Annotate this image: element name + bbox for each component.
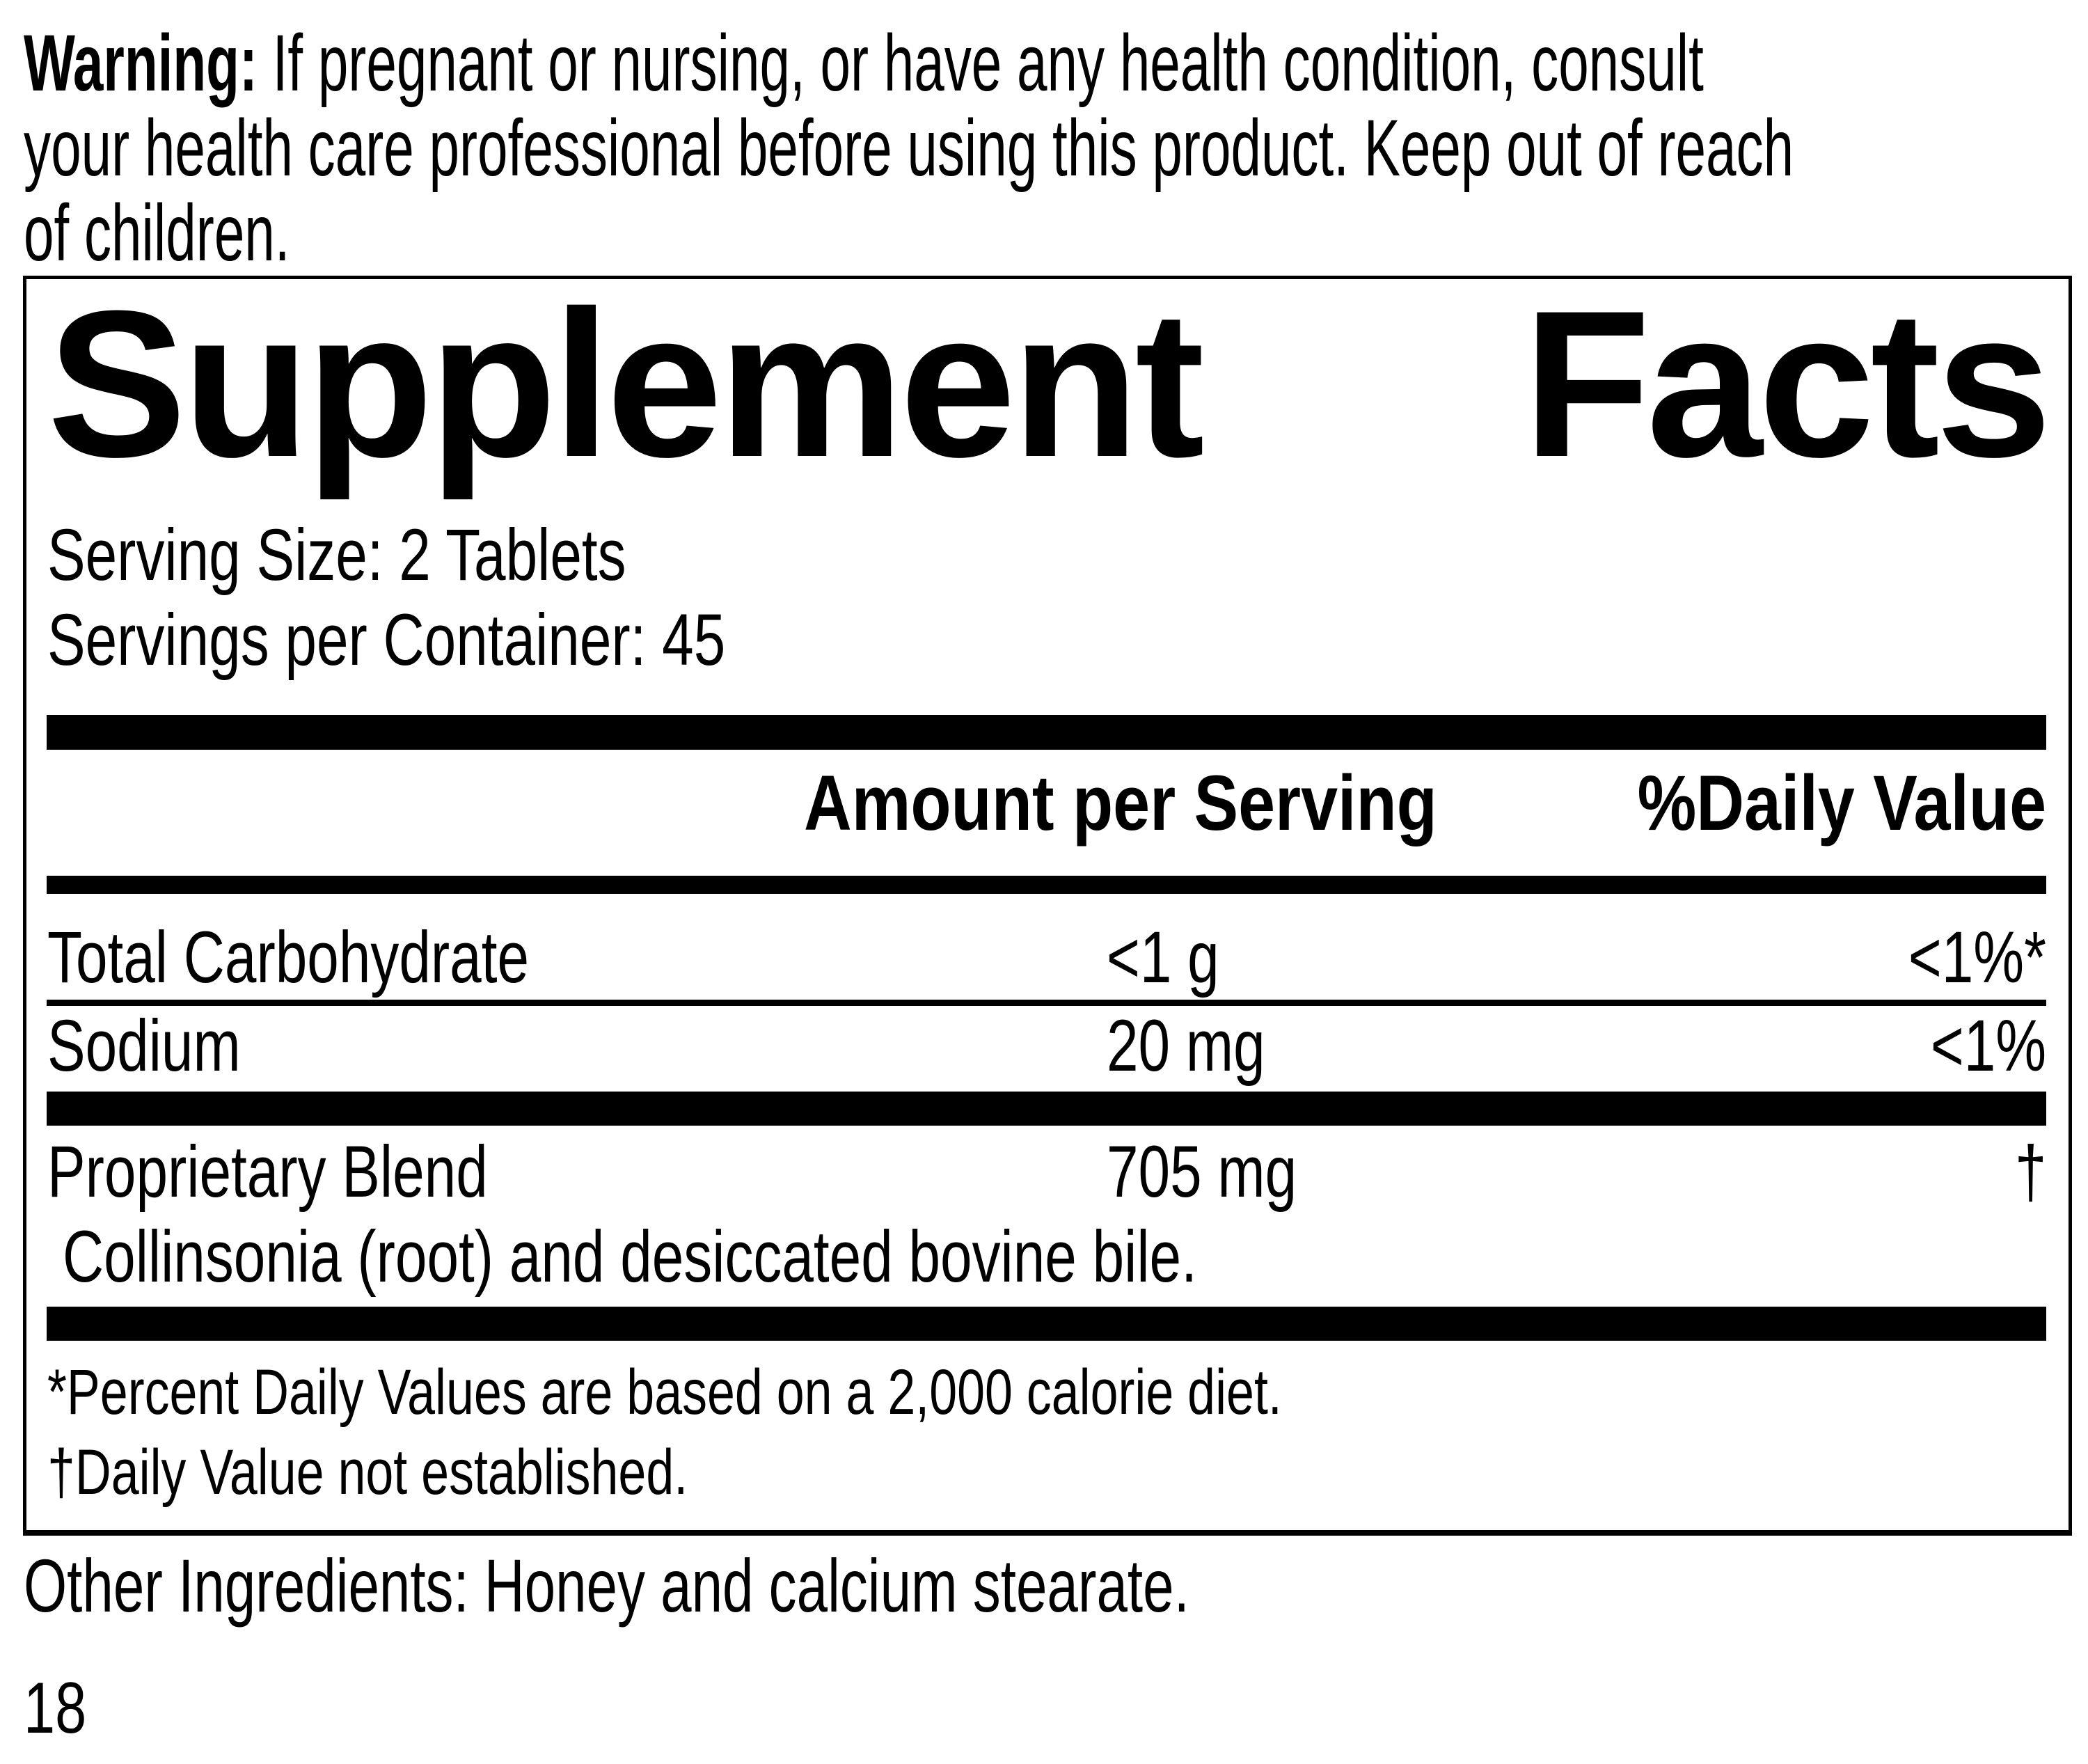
nutrient-row-total-carbohydrate: Total Carbohydrate <1 g <1%* <box>26 921 2069 1011</box>
divider-bar-medium <box>47 876 2046 894</box>
footnote-percent-daily-values: *Percent Daily Values are based on a 2,0… <box>47 1357 1282 1428</box>
nutrient-amount: <1 g <box>1107 917 1219 998</box>
panel-title: Supplement Facts <box>47 267 2052 501</box>
divider-bar-thick-top <box>47 715 2046 750</box>
nutrient-row-sodium: Sodium 20 mg <1% <box>26 1009 2069 1100</box>
nutrient-name: Proprietary Blend <box>47 1131 488 1213</box>
warning-line-3: of children. <box>24 189 290 278</box>
divider-rule-thin <box>47 1000 2046 1006</box>
nutrient-daily-value: <1%* <box>1908 917 2046 998</box>
column-header-row: Amount per Serving %Daily Value <box>26 764 2069 855</box>
panel-title-word-supplement: Supplement <box>47 267 1205 501</box>
nutrient-amount: 20 mg <box>1107 1005 1265 1087</box>
column-header-amount: Amount per Serving <box>804 759 1437 846</box>
warning-label: Warning: <box>24 19 258 108</box>
serving-size-line: Serving Size: 2 Tablets <box>47 514 626 596</box>
supplement-facts-panel: Supplement Facts Serving Size: 2 Tablets… <box>23 276 2072 1536</box>
panel-title-word-facts: Facts <box>1523 267 2052 501</box>
warning-line-1-text: Warning: If pregnant or nursing, or have… <box>24 21 1704 106</box>
page-number: 18 <box>24 1668 87 1749</box>
divider-bar-thick-bottom <box>47 1307 2046 1341</box>
nutrient-name: Total Carbohydrate <box>47 917 529 998</box>
nutrient-name: Sodium <box>47 1005 241 1087</box>
blend-detail-line: Collinsonia (root) and desiccated bovine… <box>63 1216 1197 1298</box>
warning-line-1-rest: If pregnant or nursing, or have any heal… <box>272 19 1704 108</box>
other-ingredients-line: Other Ingredients: Honey and calcium ste… <box>24 1543 1189 1628</box>
nutrient-row-proprietary-blend: Proprietary Blend 705 mg † <box>26 1135 2069 1226</box>
footnote-daily-value-not-established: †Daily Value not established. <box>47 1437 688 1508</box>
warning-line-2: your health care professional before usi… <box>24 104 1794 193</box>
serving-info: Serving Size: 2 Tablets Servings per Con… <box>47 513 917 683</box>
nutrient-daily-value-dagger: † <box>2014 1131 2046 1213</box>
divider-bar-thick-middle <box>47 1092 2046 1126</box>
nutrient-amount: 705 mg <box>1107 1131 1297 1213</box>
warning-line-1: Warning: If pregnant or nursing, or have… <box>24 21 2088 106</box>
nutrient-daily-value: <1% <box>1930 1005 2046 1087</box>
servings-per-container-line: Servings per Container: 45 <box>47 599 726 681</box>
warning-paragraph: Warning: If pregnant or nursing, or have… <box>24 21 2088 276</box>
column-header-daily-value: %Daily Value <box>1637 759 2046 846</box>
